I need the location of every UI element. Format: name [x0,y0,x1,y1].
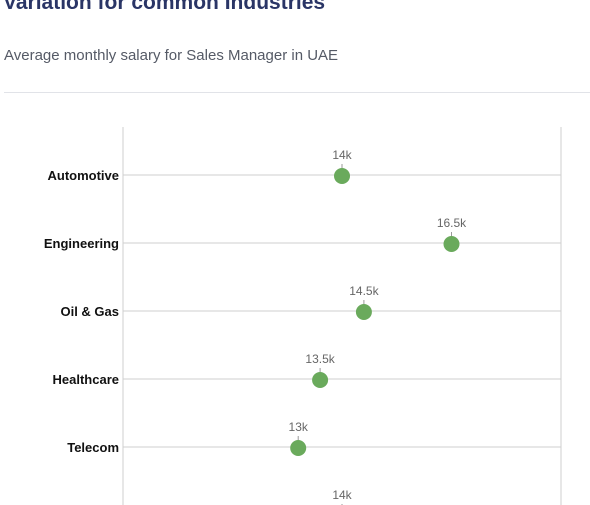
data-point [290,440,307,456]
category-label: Oil & Gas [60,304,119,319]
value-label: 14.5k [349,284,379,298]
data-point [355,304,372,320]
header-divider [4,92,590,93]
data-point [334,168,350,184]
category-label: Healthcare [53,372,119,387]
value-label: 13.5k [305,352,335,366]
value-label: 16.5k [437,216,467,230]
value-label: 13k [289,420,309,434]
value-label: 14k [332,148,352,162]
data-point [443,236,460,252]
data-point [312,372,329,388]
chart-subtitle: Average monthly salary for Sales Manager… [4,47,339,64]
value-label: 14k [332,488,352,502]
category-label: Engineering [44,236,119,251]
category-label: Telecom [67,440,119,455]
chart-title: Variation for common Industries [3,0,326,14]
category-label: Automotive [48,168,120,183]
